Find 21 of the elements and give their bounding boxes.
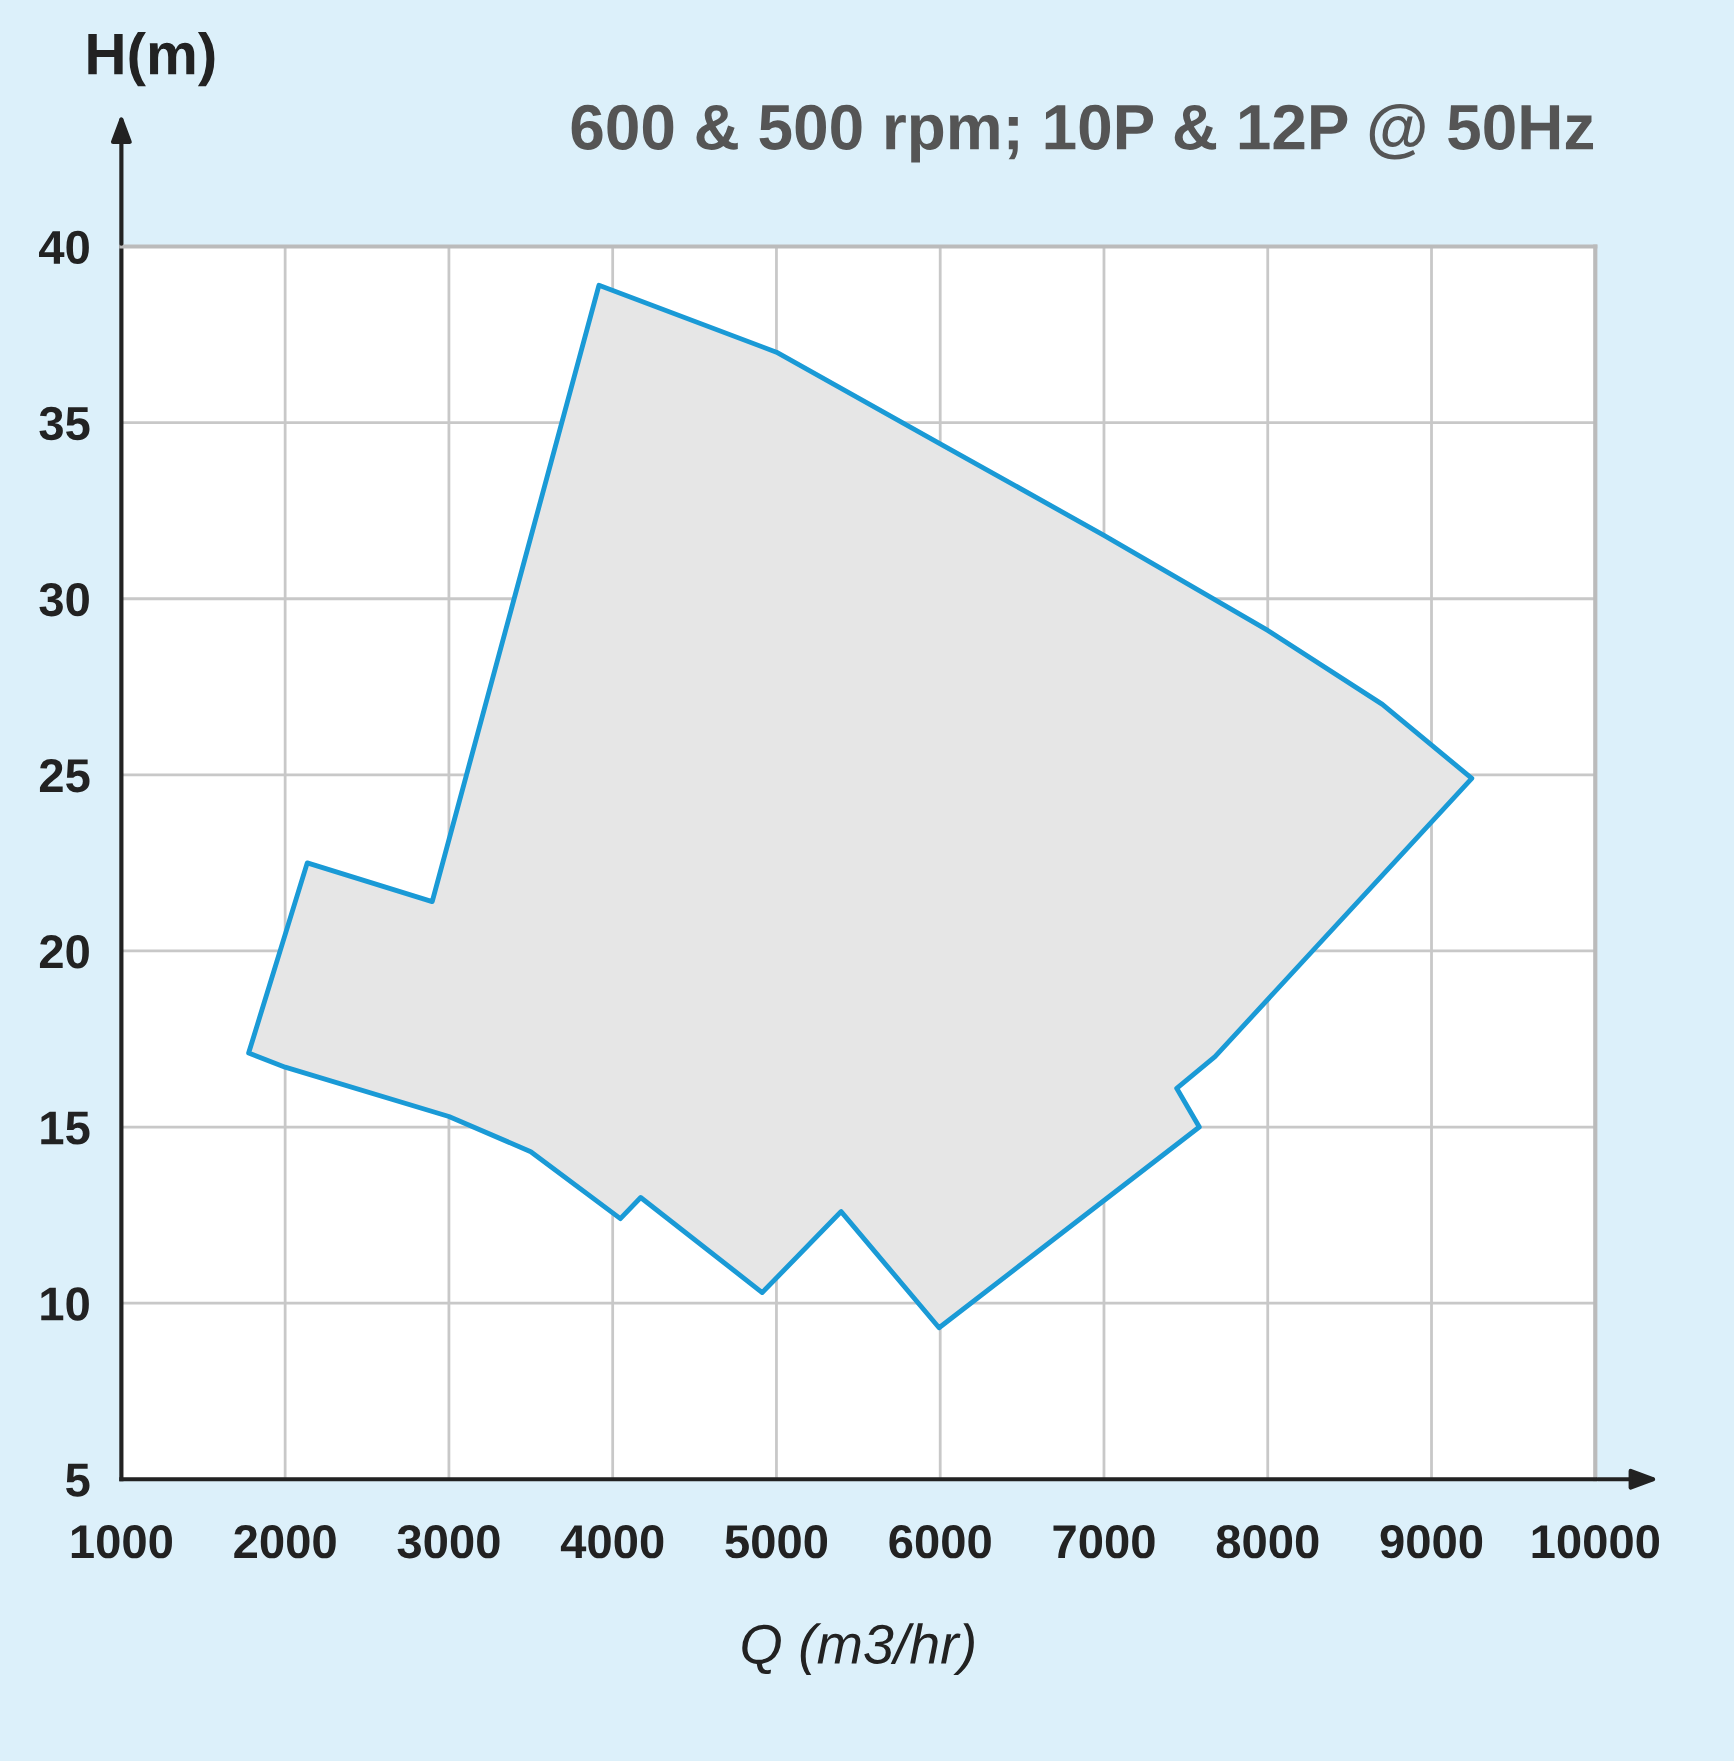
y-tick-label: 20	[39, 935, 89, 969]
x-axis-title: Q (m3/hr)	[742, 1623, 974, 1676]
y-tick-label: 15	[41, 1111, 90, 1145]
y-tick-label: 5	[66, 1463, 90, 1497]
x-tick-label: 7000	[1053, 1524, 1155, 1559]
x-tick-label: 5000	[725, 1524, 828, 1559]
x-tick-label: 1000	[71, 1524, 172, 1559]
x-tick-label: 4000	[560, 1524, 664, 1559]
x-tick-label: 6000	[889, 1524, 991, 1559]
y-tick-label: 40	[39, 230, 89, 265]
x-tick-label: 8000	[1216, 1524, 1319, 1559]
y-tick-label: 35	[39, 406, 90, 441]
x-tick-label: 3000	[397, 1524, 500, 1559]
y-tick-label: 25	[39, 758, 90, 793]
x-tick-label: 10000	[1532, 1524, 1660, 1559]
chart-title: 600 & 500 rpm; 10P & 12P @ 50Hz	[571, 103, 1594, 163]
x-tick-label: 9000	[1380, 1524, 1483, 1559]
x-tick-label: 2000	[234, 1524, 336, 1559]
y-axis-title: H(m)	[88, 31, 215, 87]
y-tick-label: 10	[41, 1287, 89, 1321]
y-tick-label: 30	[39, 582, 89, 617]
